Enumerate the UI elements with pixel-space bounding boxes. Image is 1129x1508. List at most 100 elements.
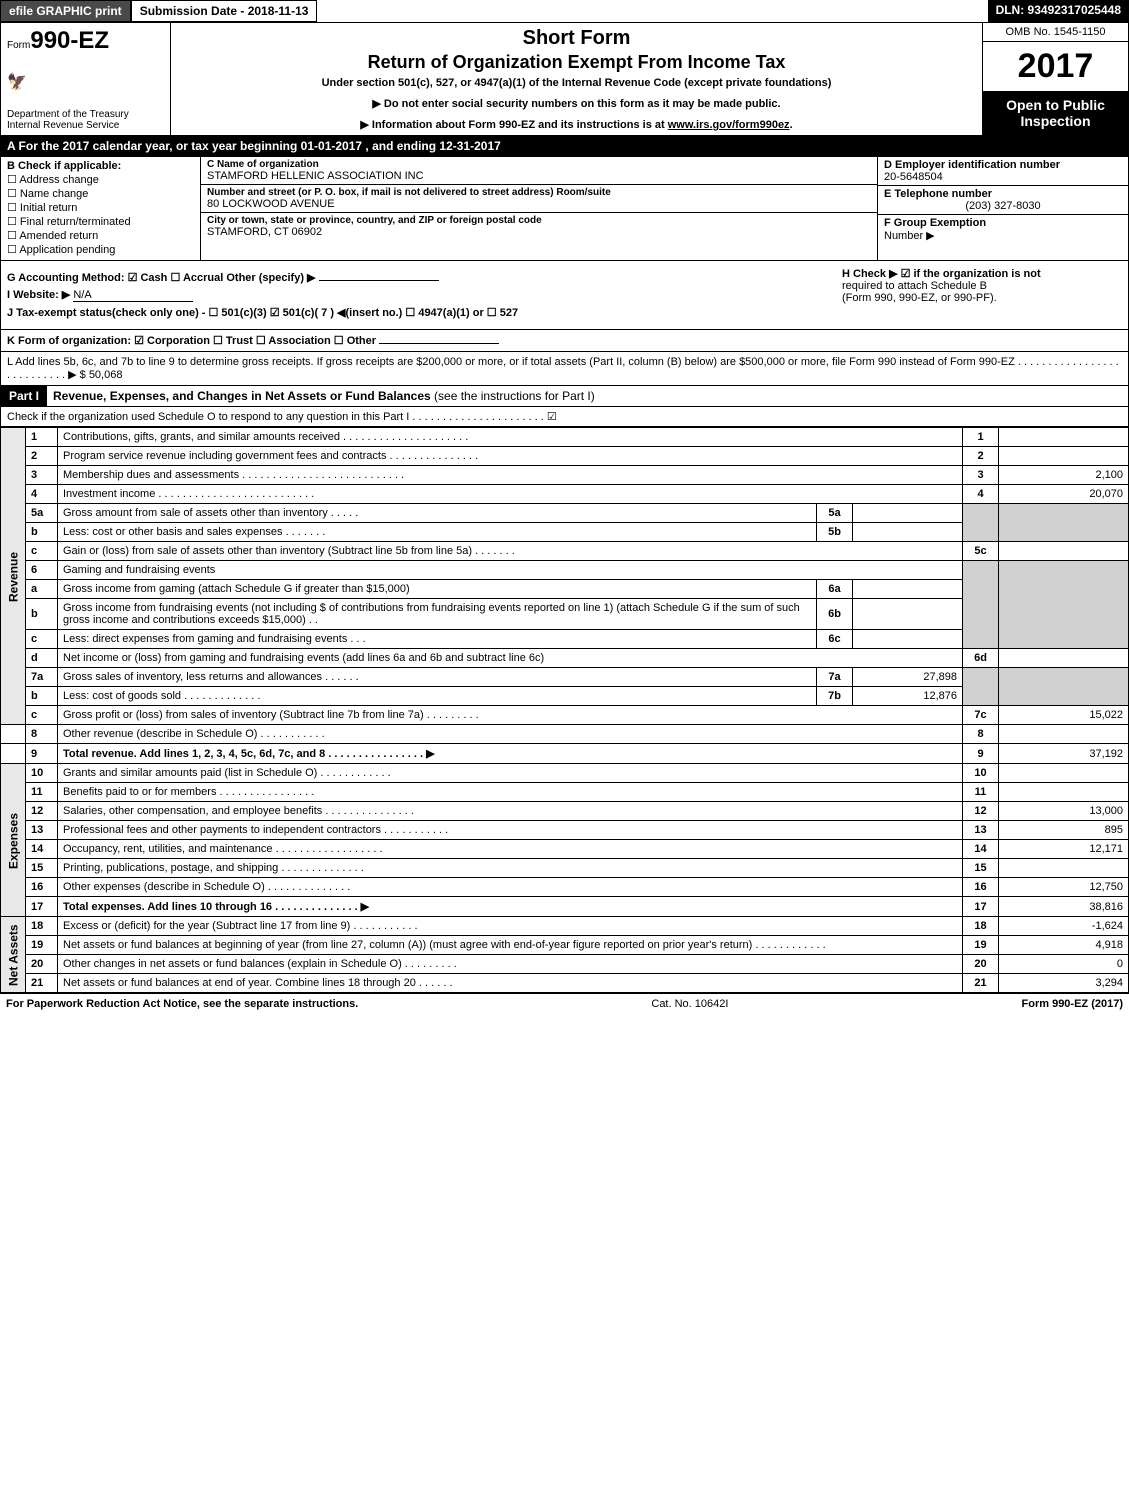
submission-date-button[interactable]: Submission Date - 2018-11-13: [131, 0, 318, 22]
l18-num: 18: [26, 917, 58, 936]
l20-rval: 0: [999, 955, 1129, 974]
chk-amended-return[interactable]: ☐ Amended return: [7, 229, 194, 242]
line-6c: c Less: direct expenses from gaming and …: [1, 630, 1129, 649]
form-number-text: 990-EZ: [30, 27, 109, 54]
chk-name-change[interactable]: ☐ Name change: [7, 187, 194, 200]
l17-rval: 38,816: [999, 897, 1129, 917]
l16-rval: 12,750: [999, 878, 1129, 897]
l5a-mv: [853, 504, 963, 523]
chk-final-return[interactable]: ☐ Final return/terminated: [7, 215, 194, 228]
line-6a: a Gross income from gaming (attach Sched…: [1, 580, 1129, 599]
l11-desc: Benefits paid to or for members . . . . …: [58, 783, 963, 802]
page-footer: For Paperwork Reduction Act Notice, see …: [0, 993, 1129, 1014]
line-4: 4 Investment income . . . . . . . . . . …: [1, 485, 1129, 504]
part-1-header: Part I Revenue, Expenses, and Changes in…: [0, 386, 1129, 407]
l5b-desc: Less: cost or other basis and sales expe…: [58, 523, 817, 542]
l6c-num: c: [26, 630, 58, 649]
org-street-value: 80 LOCKWOOD AVENUE: [207, 198, 871, 210]
org-name-label: C Name of organization: [207, 159, 871, 170]
l18-desc: Excess or (deficit) for the year (Subtra…: [58, 917, 963, 936]
l14-num: 14: [26, 840, 58, 859]
l5a-mn: 5a: [817, 504, 853, 523]
org-street-cell: Number and street (or P. O. box, if mail…: [201, 185, 877, 213]
l13-desc: Professional fees and other payments to …: [58, 821, 963, 840]
form-number: Form990-EZ: [7, 27, 164, 55]
line-k-other-field[interactable]: [379, 343, 499, 344]
l6a-mn: 6a: [817, 580, 853, 599]
row-a-pre: A For the 2017 calendar year, or tax yea…: [7, 139, 301, 153]
l11-rnum: 11: [963, 783, 999, 802]
chk-initial-return[interactable]: ☐ Initial return: [7, 201, 194, 214]
line-g-other-field[interactable]: [319, 280, 439, 281]
l1-num: 1: [26, 428, 58, 447]
l6b-mn: 6b: [817, 599, 853, 630]
line-14: 14 Occupancy, rent, utilities, and maint…: [1, 840, 1129, 859]
l2-rnum: 2: [963, 447, 999, 466]
l5c-rnum: 5c: [963, 542, 999, 561]
side-revenue: Revenue: [1, 428, 26, 725]
chk-address-change[interactable]: ☐ Address change: [7, 173, 194, 186]
side-expenses: Expenses: [1, 764, 26, 917]
part-1-label: Part I: [1, 386, 47, 406]
line-13: 13 Professional fees and other payments …: [1, 821, 1129, 840]
l5a-num: 5a: [26, 504, 58, 523]
phone-cell: E Telephone number (203) 327-8030: [878, 186, 1128, 215]
phone-label: E Telephone number: [884, 188, 1122, 200]
l5ab-rval-shade: [999, 504, 1129, 542]
ein-cell: D Employer identification number 20-5648…: [878, 157, 1128, 186]
line-k-form-org: K Form of organization: ☑ Corporation ☐ …: [0, 330, 1129, 352]
part-1-sub: (see the instructions for Part I): [434, 389, 595, 403]
l10-num: 10: [26, 764, 58, 783]
efile-print-button[interactable]: efile GRAPHIC print: [0, 0, 131, 22]
l12-num: 12: [26, 802, 58, 821]
l16-num: 16: [26, 878, 58, 897]
l14-rval: 12,171: [999, 840, 1129, 859]
chk-application-pending[interactable]: ☐ Application pending: [7, 243, 194, 256]
line-i-label: I Website: ▶: [7, 289, 70, 301]
line-g-text: G Accounting Method: ☑ Cash ☐ Accrual Ot…: [7, 272, 316, 284]
row-a-mid: , and ending: [362, 139, 439, 153]
l5c-num: c: [26, 542, 58, 561]
l12-desc: Salaries, other compensation, and employ…: [58, 802, 963, 821]
l6d-desc: Net income or (loss) from gaming and fun…: [58, 649, 963, 668]
part-1-table: Revenue 1 Contributions, gifts, grants, …: [0, 427, 1129, 993]
form-header: Form990-EZ 🦅 Department of the Treasury …: [0, 22, 1129, 136]
dln-label: DLN: 93492317025448: [988, 0, 1129, 22]
part-1-title: Revenue, Expenses, and Changes in Net As…: [53, 389, 434, 403]
line-21: 21 Net assets or fund balances at end of…: [1, 974, 1129, 993]
col-b-header: B Check if applicable:: [7, 160, 194, 172]
l6a-mv: [853, 580, 963, 599]
l7b-mn: 7b: [817, 687, 853, 706]
l6-rval-shade: [999, 561, 1129, 649]
line-3: 3 Membership dues and assessments . . . …: [1, 466, 1129, 485]
line-2: 2 Program service revenue including gove…: [1, 447, 1129, 466]
group-exemption-cell: F Group Exemption Number ▶: [878, 215, 1128, 244]
line-6: 6 Gaming and fundraising events: [1, 561, 1129, 580]
l19-num: 19: [26, 936, 58, 955]
l6b-num: b: [26, 599, 58, 630]
side-netassets: Net Assets: [1, 917, 26, 993]
l17-num: 17: [26, 897, 58, 917]
l5c-desc: Gain or (loss) from sale of assets other…: [58, 542, 963, 561]
eagle-icon: 🦅: [7, 72, 164, 92]
l4-num: 4: [26, 485, 58, 504]
l7c-rval: 15,022: [999, 706, 1129, 725]
line-16: 16 Other expenses (describe in Schedule …: [1, 878, 1129, 897]
line-6b: b Gross income from fundraising events (…: [1, 599, 1129, 630]
line-5a: 5a Gross amount from sale of assets othe…: [1, 504, 1129, 523]
l20-rnum: 20: [963, 955, 999, 974]
note2-post: .: [790, 119, 793, 131]
l21-num: 21: [26, 974, 58, 993]
l8-num: 8: [26, 725, 58, 744]
l19-desc: Net assets or fund balances at beginning…: [58, 936, 963, 955]
l20-desc: Other changes in net assets or fund bala…: [58, 955, 963, 974]
chk-address-change-label: Address change: [19, 174, 99, 186]
l7a-num: 7a: [26, 668, 58, 687]
l7b-desc: Less: cost of goods sold . . . . . . . .…: [58, 687, 817, 706]
line-19: 19 Net assets or fund balances at beginn…: [1, 936, 1129, 955]
irs-link[interactable]: www.irs.gov/form990ez: [668, 119, 790, 131]
l5c-rval: [999, 542, 1129, 561]
l12-rnum: 12: [963, 802, 999, 821]
l16-desc: Other expenses (describe in Schedule O) …: [58, 878, 963, 897]
l3-desc: Membership dues and assessments . . . . …: [58, 466, 963, 485]
